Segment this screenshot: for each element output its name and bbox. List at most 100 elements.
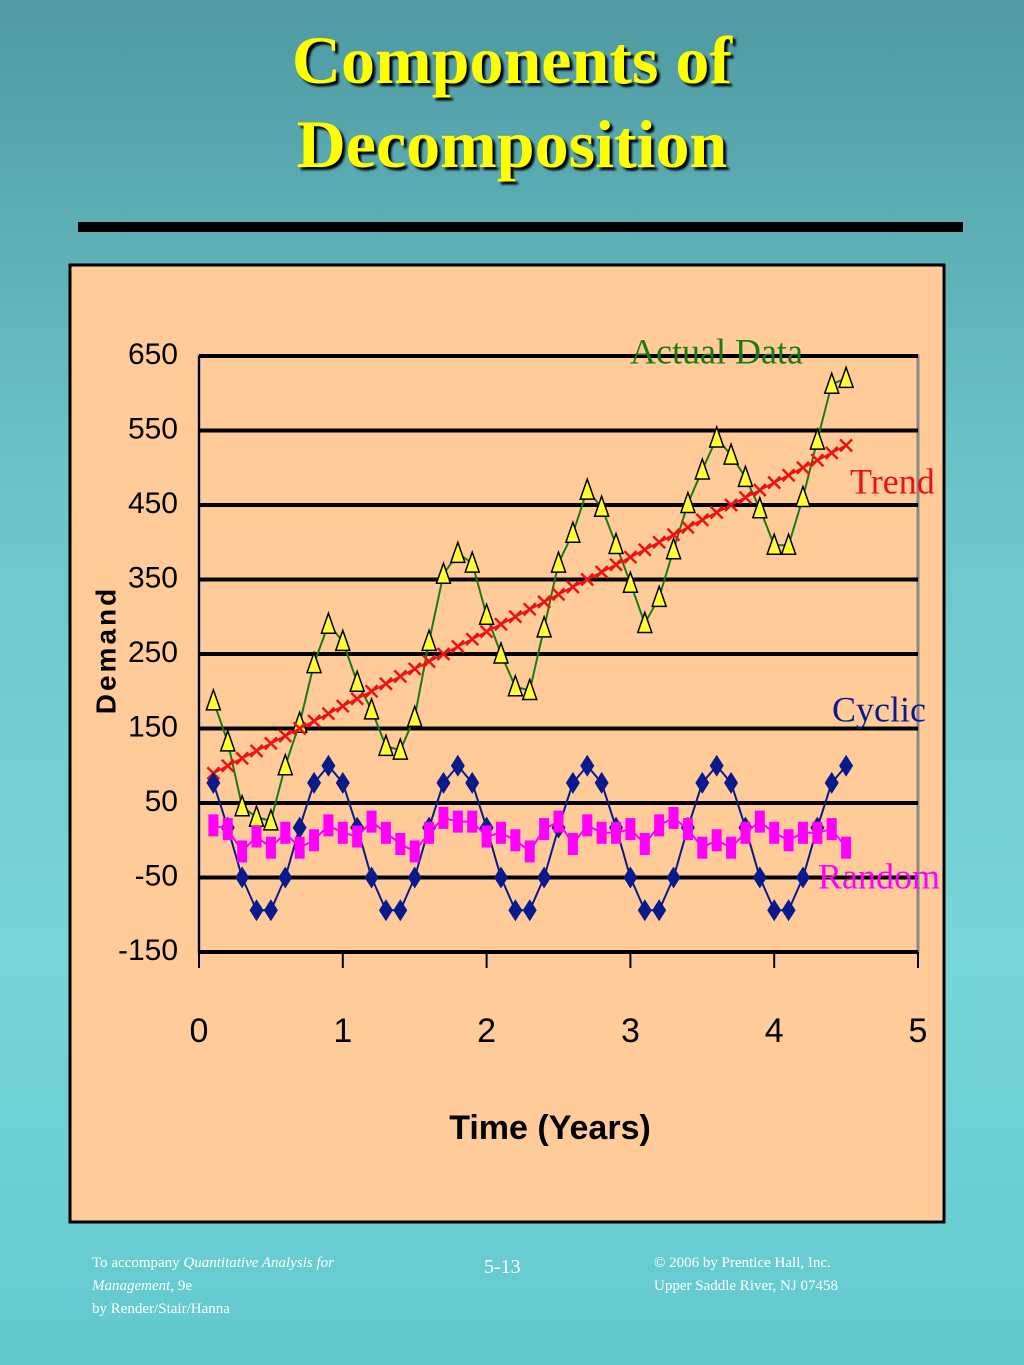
marker	[622, 569, 639, 593]
marker	[697, 836, 708, 859]
y-tick-label: 50	[145, 785, 178, 818]
footer-text: To accompany	[92, 1255, 180, 1271]
page-number: 5-13	[484, 1256, 521, 1278]
marker	[594, 565, 609, 579]
marker	[611, 821, 622, 844]
marker	[636, 610, 653, 634]
series	[205, 365, 855, 831]
marker	[580, 572, 595, 587]
marker	[307, 714, 321, 728]
marker	[754, 810, 765, 833]
marker	[335, 771, 350, 794]
marker	[709, 505, 724, 520]
marker	[378, 899, 393, 922]
marker	[481, 825, 492, 848]
marker	[679, 490, 696, 514]
marker	[826, 818, 837, 841]
marker	[235, 866, 250, 889]
marker	[262, 807, 279, 831]
marker	[580, 754, 595, 777]
marker	[237, 840, 248, 863]
y-tick-label: 450	[128, 487, 178, 520]
footer-book: Quantitative Analysis for Management,	[92, 1255, 334, 1294]
series-label: Trend	[850, 461, 935, 501]
marker	[380, 821, 391, 844]
marker	[824, 771, 839, 794]
marker	[263, 899, 278, 922]
marker	[751, 495, 768, 519]
y-axis-label: Demand	[90, 586, 121, 714]
marker	[594, 771, 609, 794]
marker	[280, 821, 291, 844]
marker	[205, 687, 222, 711]
marker	[694, 456, 711, 480]
marker	[797, 821, 808, 844]
marker	[251, 825, 262, 848]
marker	[521, 677, 538, 701]
marker	[652, 535, 667, 550]
marker	[639, 832, 650, 855]
marker	[740, 821, 751, 844]
marker	[551, 587, 566, 602]
marker	[337, 821, 348, 844]
chart-area	[68, 263, 946, 1224]
x-tick-label: 5	[909, 1012, 928, 1050]
marker	[767, 899, 782, 922]
marker	[219, 728, 236, 752]
marker	[637, 899, 652, 922]
marker	[723, 441, 740, 465]
marker	[393, 669, 408, 684]
marker	[208, 814, 219, 837]
marker	[841, 836, 852, 859]
x-axis-label: Time (Years)	[449, 1109, 651, 1147]
marker	[666, 527, 681, 542]
marker	[767, 475, 782, 490]
marker	[795, 866, 810, 889]
marker	[407, 866, 422, 889]
marker	[625, 818, 636, 841]
x-tick-label: 0	[190, 1012, 209, 1050]
marker	[839, 754, 854, 777]
footer-credit: To accompany Quantitative Analysis for M…	[92, 1252, 392, 1321]
marker	[579, 476, 596, 500]
marker	[235, 751, 250, 766]
marker	[668, 806, 679, 829]
marker	[537, 594, 552, 609]
marker	[465, 771, 480, 794]
y-tick-label: 650	[128, 338, 178, 371]
marker	[465, 632, 480, 646]
marker	[838, 365, 855, 389]
marker	[452, 810, 463, 833]
marker	[809, 426, 826, 450]
marker	[780, 531, 797, 555]
marker	[550, 549, 567, 573]
series-label: Actual Data	[630, 331, 803, 371]
marker	[438, 806, 449, 829]
marker	[264, 736, 278, 751]
marker	[335, 699, 350, 714]
marker	[609, 557, 623, 572]
marker	[766, 531, 783, 555]
marker	[666, 866, 681, 889]
marker	[536, 614, 553, 638]
marker	[450, 754, 465, 777]
marker	[292, 816, 307, 839]
marker	[449, 540, 466, 564]
marker	[654, 814, 665, 837]
marker	[364, 684, 379, 699]
y-tick-label: 150	[128, 710, 178, 743]
marker	[395, 832, 406, 855]
copyright-line: © 2006 by Prentice Hall, Inc.	[654, 1255, 831, 1271]
marker	[593, 493, 610, 517]
marker	[783, 829, 794, 852]
marker	[724, 771, 739, 794]
marker	[478, 601, 495, 626]
series-label: Cyclic	[832, 689, 926, 729]
marker	[508, 609, 523, 624]
marker	[309, 829, 320, 852]
marker	[823, 371, 840, 395]
marker	[623, 550, 638, 565]
series-label: Random	[818, 856, 940, 896]
